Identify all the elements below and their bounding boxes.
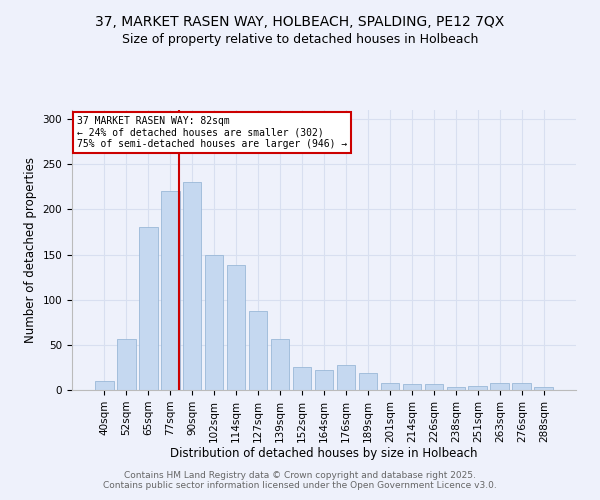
Bar [271, 340, 289, 390]
Bar [469, 386, 487, 390]
Bar [425, 384, 443, 390]
Bar [183, 182, 202, 390]
Bar [512, 383, 531, 390]
Bar [95, 381, 113, 390]
Bar [249, 310, 268, 390]
Text: Size of property relative to detached houses in Holbeach: Size of property relative to detached ho… [122, 32, 478, 46]
Bar [403, 384, 421, 390]
Bar [293, 366, 311, 390]
Bar [446, 388, 465, 390]
Bar [139, 228, 158, 390]
Bar [359, 373, 377, 390]
Bar [535, 388, 553, 390]
Bar [227, 266, 245, 390]
Bar [490, 383, 509, 390]
Bar [205, 254, 223, 390]
Bar [314, 370, 334, 390]
Text: 37, MARKET RASEN WAY, HOLBEACH, SPALDING, PE12 7QX: 37, MARKET RASEN WAY, HOLBEACH, SPALDING… [95, 15, 505, 29]
Bar [337, 364, 355, 390]
Bar [117, 340, 136, 390]
X-axis label: Distribution of detached houses by size in Holbeach: Distribution of detached houses by size … [170, 448, 478, 460]
Bar [161, 192, 179, 390]
Text: Contains HM Land Registry data © Crown copyright and database right 2025.
Contai: Contains HM Land Registry data © Crown c… [103, 470, 497, 490]
Text: 37 MARKET RASEN WAY: 82sqm
← 24% of detached houses are smaller (302)
75% of sem: 37 MARKET RASEN WAY: 82sqm ← 24% of deta… [77, 116, 347, 149]
Y-axis label: Number of detached properties: Number of detached properties [24, 157, 37, 343]
Bar [380, 383, 399, 390]
